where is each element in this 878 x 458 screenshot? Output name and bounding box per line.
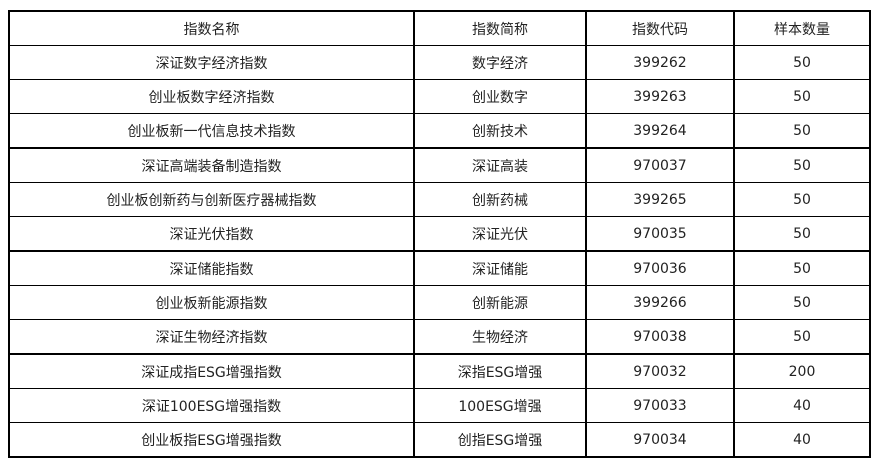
cell-sample-count: 200 [733, 353, 871, 389]
table-row: 创业板数字经济指数 创业数字 399263 50 [8, 79, 871, 114]
table-row: 深证光伏指数 深证光伏 970035 50 [8, 216, 871, 252]
cell-index-name: 创业板新一代信息技术指数 [8, 113, 415, 149]
header-sample-count: 样本数量 [733, 10, 871, 46]
cell-sample-count: 50 [733, 250, 871, 286]
cell-index-code: 970037 [585, 147, 735, 183]
cell-index-code: 970035 [585, 216, 735, 252]
cell-index-name: 创业板指ESG增强指数 [8, 422, 415, 458]
cell-index-name: 深证数字经济指数 [8, 45, 415, 80]
cell-sample-count: 40 [733, 422, 871, 458]
cell-index-name: 创业板创新药与创新医疗器械指数 [8, 182, 415, 217]
table-header-row: 指数名称 指数简称 指数代码 样本数量 [8, 10, 871, 46]
header-index-code: 指数代码 [585, 10, 735, 46]
table-row: 创业板指ESG增强指数 创指ESG增强 970034 40 [8, 422, 871, 458]
cell-index-code: 970036 [585, 250, 735, 286]
cell-index-short-name: 创业数字 [413, 79, 587, 114]
cell-sample-count: 50 [733, 79, 871, 114]
table-row: 深证生物经济指数 生物经济 970038 50 [8, 319, 871, 355]
cell-index-name: 深证成指ESG增强指数 [8, 353, 415, 389]
table-row: 深证成指ESG增强指数 深指ESG增强 970032 200 [8, 353, 871, 389]
table-row: 创业板新能源指数 创新能源 399266 50 [8, 285, 871, 320]
cell-index-code: 970034 [585, 422, 735, 458]
cell-index-short-name: 创新药械 [413, 182, 587, 217]
cell-index-code: 970033 [585, 388, 735, 423]
table-row: 创业板创新药与创新医疗器械指数 创新药械 399265 50 [8, 182, 871, 217]
cell-sample-count: 50 [733, 147, 871, 183]
cell-index-name: 深证高端装备制造指数 [8, 147, 415, 183]
cell-index-code: 970032 [585, 353, 735, 389]
cell-index-name: 深证生物经济指数 [8, 319, 415, 355]
cell-index-code: 970038 [585, 319, 735, 355]
cell-sample-count: 50 [733, 285, 871, 320]
table-row: 深证高端装备制造指数 深证高装 970037 50 [8, 147, 871, 183]
cell-index-code: 399263 [585, 79, 735, 114]
cell-index-name: 创业板数字经济指数 [8, 79, 415, 114]
cell-sample-count: 50 [733, 319, 871, 355]
cell-index-code: 399262 [585, 45, 735, 80]
cell-sample-count: 50 [733, 113, 871, 149]
cell-sample-count: 50 [733, 216, 871, 252]
cell-index-name: 深证100ESG增强指数 [8, 388, 415, 423]
table-row: 深证数字经济指数 数字经济 399262 50 [8, 45, 871, 80]
table-row: 深证100ESG增强指数 100ESG增强 970033 40 [8, 388, 871, 423]
index-table: 指数名称 指数简称 指数代码 样本数量 深证数字经济指数 数字经济 399262 50… [8, 10, 871, 458]
cell-index-short-name: 创新能源 [413, 285, 587, 320]
cell-index-code: 399264 [585, 113, 735, 149]
cell-index-short-name: 深指ESG增强 [413, 353, 587, 389]
cell-index-code: 399265 [585, 182, 735, 217]
cell-index-short-name: 深证储能 [413, 250, 587, 286]
cell-index-short-name: 深证高装 [413, 147, 587, 183]
cell-index-code: 399266 [585, 285, 735, 320]
table-row: 深证储能指数 深证储能 970036 50 [8, 250, 871, 286]
cell-sample-count: 40 [733, 388, 871, 423]
header-index-short-name: 指数简称 [413, 10, 587, 46]
header-index-name: 指数名称 [8, 10, 415, 46]
table-row: 创业板新一代信息技术指数 创新技术 399264 50 [8, 113, 871, 149]
cell-index-short-name: 数字经济 [413, 45, 587, 80]
cell-index-short-name: 创新技术 [413, 113, 587, 149]
cell-sample-count: 50 [733, 182, 871, 217]
cell-index-short-name: 深证光伏 [413, 216, 587, 252]
cell-index-short-name: 100ESG增强 [413, 388, 587, 423]
cell-index-short-name: 生物经济 [413, 319, 587, 355]
cell-index-name: 创业板新能源指数 [8, 285, 415, 320]
cell-sample-count: 50 [733, 45, 871, 80]
cell-index-short-name: 创指ESG增强 [413, 422, 587, 458]
cell-index-name: 深证储能指数 [8, 250, 415, 286]
cell-index-name: 深证光伏指数 [8, 216, 415, 252]
